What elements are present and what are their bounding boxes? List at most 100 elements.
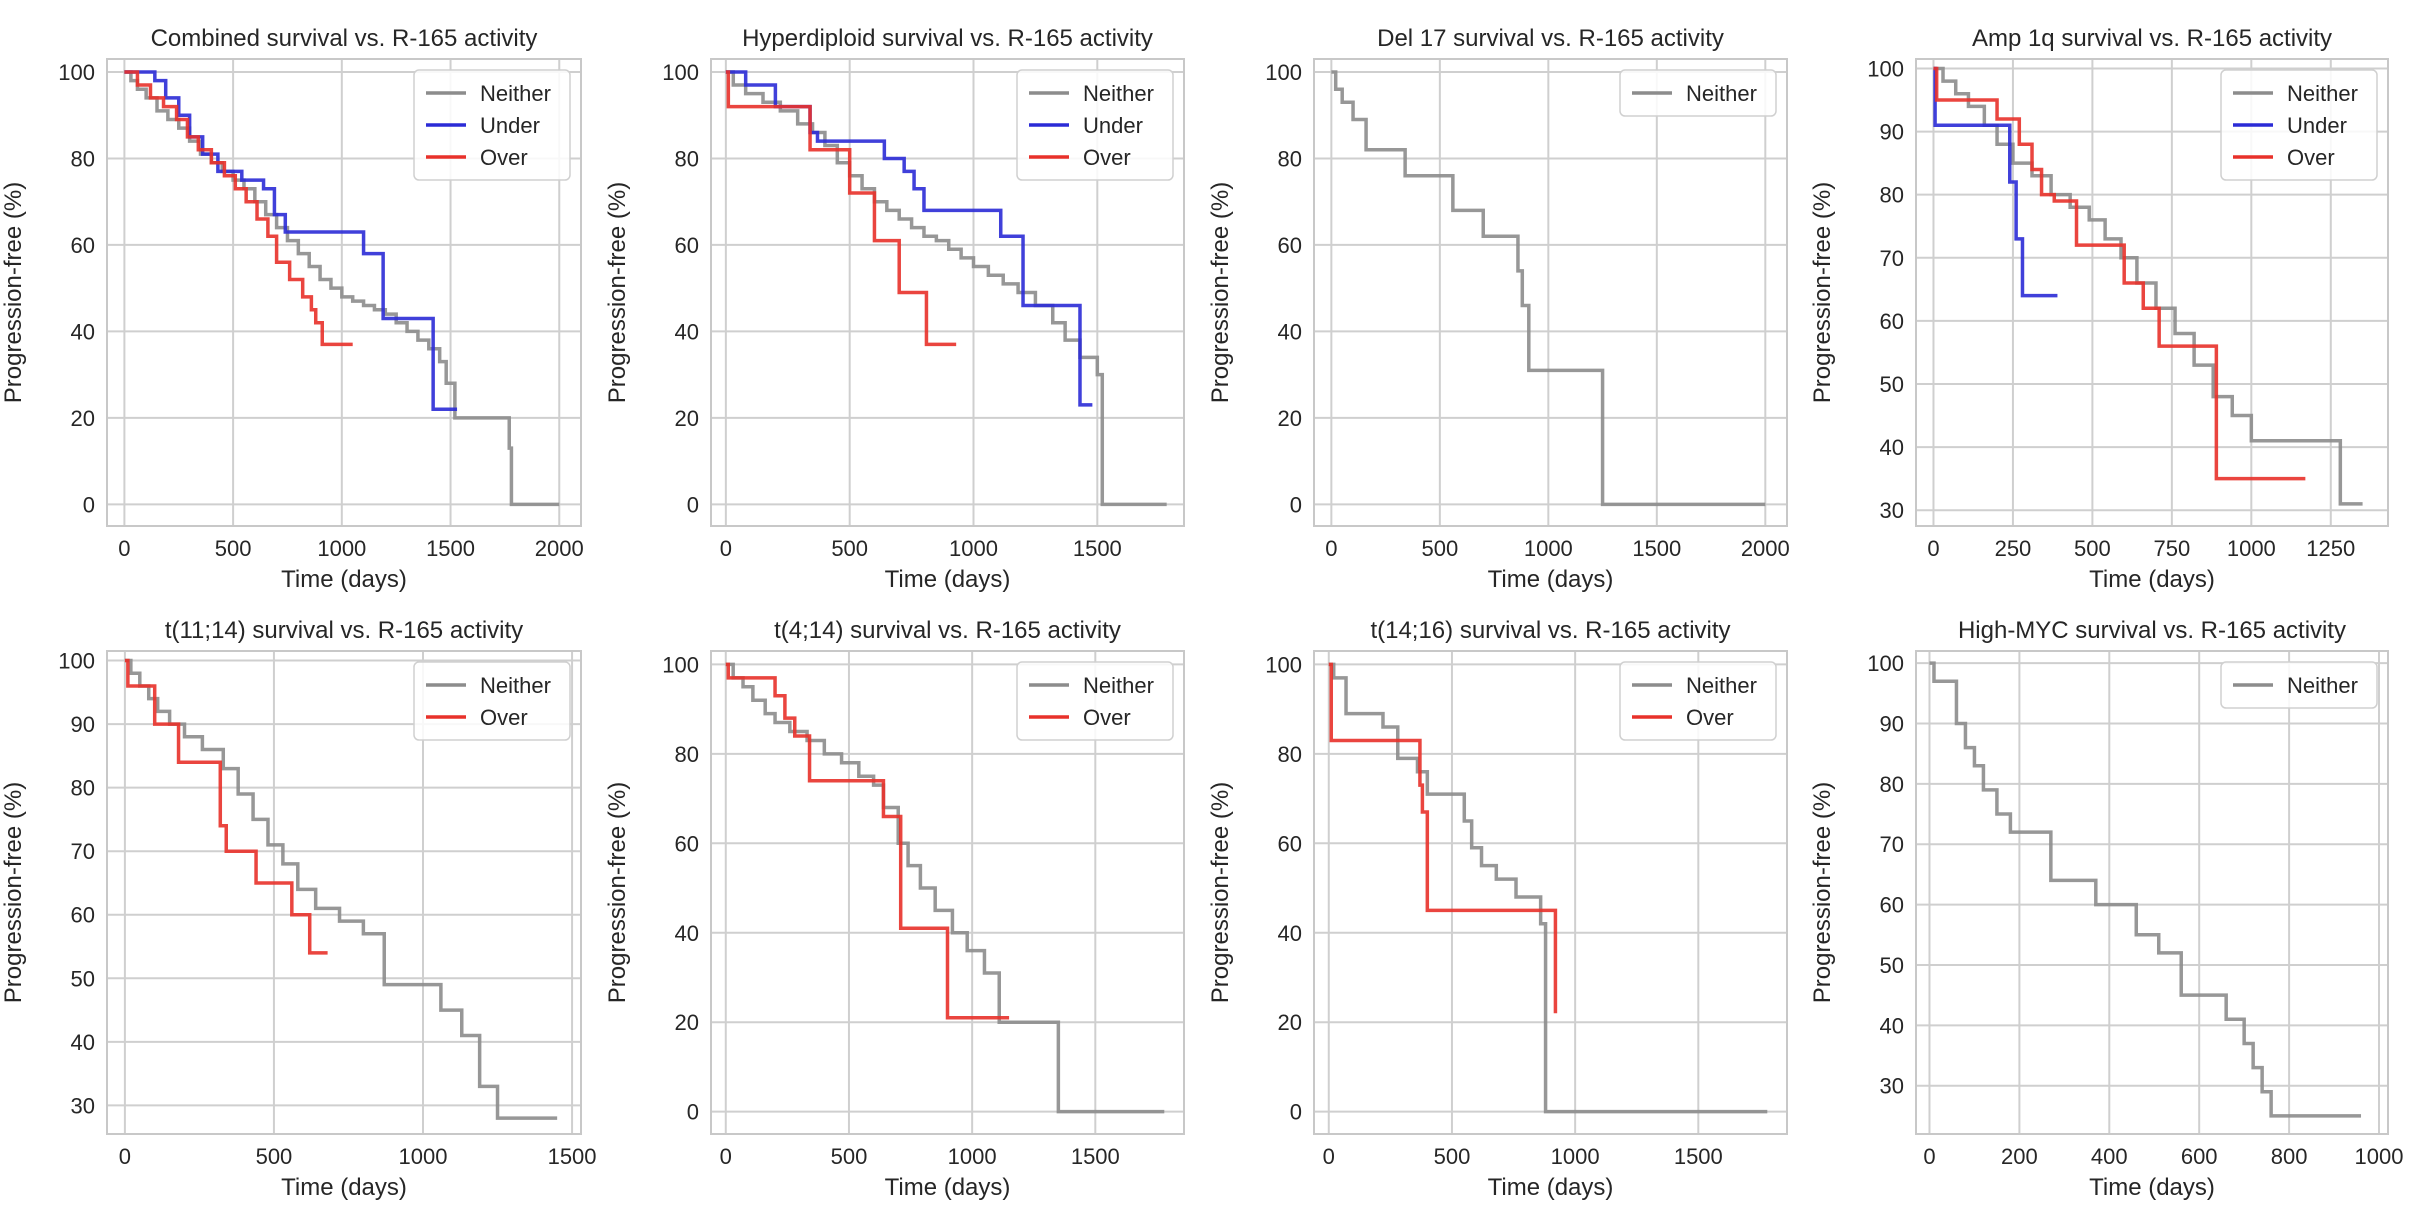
y-tick-label: 50: [71, 966, 95, 991]
plot-frame: [1313, 650, 1788, 1135]
x-tick-label: 0: [1323, 1144, 1335, 1169]
legend-label-neither: Neither: [2287, 81, 2358, 106]
legend-label-neither: Neither: [480, 81, 551, 106]
y-tick-label: 60: [675, 233, 699, 258]
x-tick-label: 0: [119, 1144, 131, 1169]
x-tick-label: 1000: [2355, 1144, 2404, 1169]
y-tick-label: 80: [1880, 183, 1904, 208]
x-tick-label: 800: [2271, 1144, 2308, 1169]
legend-box: [1016, 661, 1174, 741]
y-axis-label: Progression-free (%): [1809, 782, 1836, 1003]
series-line-neither: [124, 70, 560, 507]
x-tick-label: 0: [118, 536, 130, 561]
x-tick-label: 500: [831, 1144, 868, 1169]
x-tick-label: 1500: [1071, 1144, 1120, 1169]
x-axis-label: Time (days): [2089, 1174, 2215, 1201]
y-tick-label: 80: [1278, 146, 1302, 171]
legend: Neither Over: [1619, 661, 1777, 741]
x-tick-label: 1000: [1524, 536, 1573, 561]
legend-label-under: Under: [480, 113, 540, 138]
series-line-neither: [124, 658, 558, 1120]
x-tick-label: 500: [831, 536, 868, 561]
legend-label-over: Over: [480, 705, 528, 730]
y-tick-label: 100: [662, 60, 699, 85]
y-tick-label: 100: [58, 649, 95, 674]
y-tick-label: 20: [675, 406, 699, 431]
y-tick-label: 0: [83, 492, 95, 517]
y-axis-label: Progression-free (%): [1207, 182, 1234, 403]
chart-6: 0 500 1000 1500 0 20 40 60 80 100 Time (days) Progr…: [604, 617, 1185, 1201]
y-tick-label: 80: [71, 146, 95, 171]
y-tick-label: 40: [71, 319, 95, 344]
plot-frame: [710, 58, 1185, 527]
chart-title: t(4;14) survival vs. R-165 activity: [774, 617, 1121, 644]
chart-title: Amp 1q survival vs. R-165 activity: [1972, 25, 2332, 52]
legend-label-neither: Neither: [1686, 81, 1757, 106]
y-tick-label: 20: [675, 1010, 699, 1035]
y-tick-label: 40: [675, 921, 699, 946]
plot-frame: [1915, 58, 2389, 527]
y-tick-label: 90: [1880, 711, 1904, 736]
y-tick-label: 0: [1290, 492, 1302, 517]
y-tick-label: 20: [71, 406, 95, 431]
legend-label-neither: Neither: [480, 673, 551, 698]
series-line-over: [1328, 662, 1558, 1014]
y-tick-label: 60: [71, 233, 95, 258]
legend-label-under: Under: [2287, 113, 2347, 138]
plot-frame: [1915, 650, 2389, 1135]
legend-box: [413, 661, 571, 741]
chart-3: 0 500 1000 1500 2000 0 20 40 60 80 100 Time (days) P…: [1207, 25, 1790, 593]
y-axis-label: Progression-free (%): [604, 782, 631, 1003]
x-tick-label: 1250: [2306, 536, 2355, 561]
y-tick-label: 30: [1880, 1074, 1904, 1099]
legend-label-over: Over: [1686, 705, 1734, 730]
y-tick-label: 40: [1880, 435, 1904, 460]
plot-frame: [106, 58, 582, 527]
legend-box: [2220, 661, 2378, 709]
series-line-over: [124, 70, 353, 347]
chart-2: 0 500 1000 1500 0 20 40 60 80 100 Time (days) Progr…: [604, 25, 1185, 593]
x-tick-label: 200: [2001, 1144, 2038, 1169]
x-tick-label: 500: [256, 1144, 293, 1169]
y-tick-label: 100: [1265, 60, 1302, 85]
legend: Neither: [1619, 69, 1777, 117]
legend-box: [1619, 661, 1777, 741]
y-axis-label: Progression-free (%): [0, 182, 27, 403]
chart-8: 0 200 400 600 800 1000 30 40 50 60 70 80 90 100 Time (…: [1809, 617, 2403, 1201]
x-tick-label: 1500: [1632, 536, 1681, 561]
legend-label-neither: Neither: [1083, 81, 1154, 106]
x-tick-label: 0: [1325, 536, 1337, 561]
y-tick-label: 0: [687, 1100, 699, 1125]
legend-box: [413, 69, 571, 181]
y-tick-label: 60: [1880, 893, 1904, 918]
chart-5: 0 500 1000 1500 30 40 50 60 70 80 90 100 Time (days)…: [0, 617, 597, 1201]
legend-box: [2220, 69, 2378, 181]
y-tick-label: 50: [1880, 953, 1904, 978]
y-tick-label: 40: [1278, 319, 1302, 344]
legend: Neither Over: [413, 661, 571, 741]
x-tick-label: 1000: [2227, 536, 2276, 561]
chart-title: High-MYC survival vs. R-165 activity: [1958, 617, 2346, 644]
series-line-over: [124, 658, 328, 955]
x-tick-label: 1500: [1674, 1144, 1723, 1169]
y-tick-label: 20: [1278, 406, 1302, 431]
y-axis-label: Progression-free (%): [604, 182, 631, 403]
x-tick-label: 0: [1927, 536, 1939, 561]
y-tick-label: 50: [1880, 372, 1904, 397]
x-tick-label: 250: [1995, 536, 2032, 561]
series-line-neither: [1328, 662, 1768, 1114]
chart-title: Combined survival vs. R-165 activity: [151, 25, 538, 52]
plot-frame: [710, 650, 1185, 1135]
series-line-over: [725, 70, 957, 347]
x-axis-label: Time (days): [281, 1174, 407, 1201]
chart-4: 0 250 500 750 1000 1250 30 40 50 60 70 80 90 100 Time …: [1809, 25, 2389, 593]
y-tick-label: 80: [1880, 772, 1904, 797]
y-tick-label: 30: [1880, 498, 1904, 523]
chart-title: t(11;14) survival vs. R-165 activity: [165, 617, 523, 644]
x-tick-label: 0: [720, 536, 732, 561]
x-tick-label: 1500: [1073, 536, 1122, 561]
legend-box: [1619, 69, 1777, 117]
y-tick-label: 90: [1880, 120, 1904, 145]
y-tick-label: 40: [1880, 1013, 1904, 1038]
